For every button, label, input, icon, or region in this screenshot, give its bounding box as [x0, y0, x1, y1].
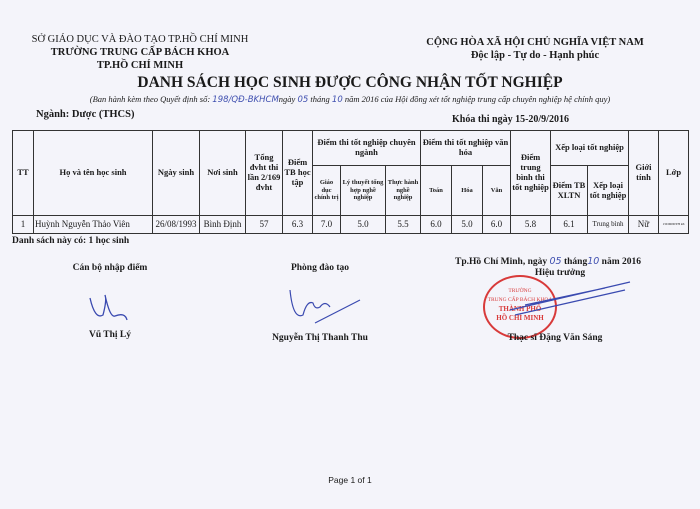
school-name: TRƯỜNG TRUNG CẤP BÁCH KHOA	[50, 47, 230, 58]
decision-number: 198/QĐ-BKHCM	[212, 95, 279, 105]
cell-pob: Bình Định	[199, 215, 246, 234]
cell-politics: 7.0	[312, 215, 341, 234]
date-month: 10	[587, 256, 600, 267]
cell-chem: 5.0	[451, 215, 483, 234]
principal-role: Hiệu trưởng	[534, 268, 586, 278]
date-month-label: tháng	[563, 257, 588, 267]
col-pob: Nơi sinh	[199, 130, 246, 216]
cell-rank: Trung bình	[587, 215, 629, 234]
training-office-role: Phòng đào tạo	[290, 263, 350, 273]
col-lit: Văn	[482, 165, 511, 216]
col-ranking: Xếp loại tốt nghiệp	[550, 130, 629, 166]
page-number: Page 1 of 1	[328, 475, 372, 485]
stamp-line: TRƯỜNG	[508, 288, 532, 294]
date-prefix: Tp.Hồ Chí Minh, ngày	[455, 257, 548, 267]
col-dob: Ngày sinh	[152, 130, 200, 216]
decision-month: 10	[331, 95, 343, 105]
cell-practice: 5.5	[385, 215, 421, 234]
date-line: Tp.Hồ Chí Minh, ngày 05 tháng10 năm 2016	[455, 256, 641, 267]
date-day: 05	[549, 256, 562, 267]
col-exam-avg: Điểm trung bình thi tốt nghiệp	[510, 130, 551, 216]
col-politics: Giáo dục chính trị	[312, 165, 341, 216]
month-label: tháng	[310, 94, 330, 104]
cell-name: Huỳnh Nguyễn Thảo Viên	[33, 215, 153, 234]
cell-gpa: 6.3	[282, 215, 313, 234]
decision-suffix: năm 2016 của Hội đồng xét tốt nghiệp tru…	[344, 94, 611, 104]
stamp-line: TRUNG CẤP BÁCH KHOA	[487, 297, 553, 303]
col-theory: Lý thuyết tổng hợp nghề nghiệp	[340, 165, 386, 216]
col-tt: TT	[12, 130, 34, 216]
cell-math: 6.0	[420, 215, 452, 234]
decision-day: 05	[297, 95, 309, 105]
date-year: năm 2016	[601, 257, 641, 267]
cell-tt: 1	[12, 215, 34, 234]
col-gender: Giới tính	[628, 130, 659, 216]
col-rank: Xếp loại tốt nghiệp	[587, 165, 629, 216]
day-label: ngày	[278, 94, 296, 104]
exam-period: Khóa thi ngày 15-20/9/2016	[452, 114, 569, 125]
city-name: TP.HỒ CHÍ MINH	[96, 60, 184, 71]
training-office-name: Nguyễn Thị Thanh Thu	[272, 333, 368, 343]
decision-line: (Ban hành kèm theo Quyết định số: 198/QĐ…	[0, 94, 700, 105]
cell-class: 15DD0DTH k6	[658, 215, 689, 234]
cell-xltn: 6.1	[550, 215, 588, 234]
col-practice: Thực hành nghề nghiệp	[385, 165, 421, 216]
col-chem: Hóa	[451, 165, 483, 216]
page-title: DANH SÁCH HỌC SINH ĐƯỢC CÔNG NHẬN TỐT NG…	[137, 74, 563, 91]
signature-entry-officer	[89, 294, 128, 321]
entry-officer-role: Cán bộ nhập điểm	[72, 263, 148, 273]
cell-dob: 26/08/1993	[152, 215, 200, 234]
cell-theory: 5.0	[340, 215, 386, 234]
decision-prefix: (Ban hành kèm theo Quyết định số:	[89, 94, 211, 104]
col-class: Lớp	[658, 130, 689, 216]
major: Ngành: Dược (THCS)	[36, 109, 135, 120]
school-stamp: TRƯỜNG TRUNG CẤP BÁCH KHOA THÀNH PHỐ HỒ …	[483, 275, 557, 339]
col-credits: Tổng đvht thi lần 2/169 đvht	[245, 130, 283, 216]
col-gpa: Điểm TB học tập	[282, 130, 313, 216]
stamp-line: THÀNH PHỐ	[498, 305, 542, 313]
col-name: Họ và tên học sinh	[33, 130, 153, 216]
cell-credits: 57	[245, 215, 283, 234]
summary: Danh sách này có: 1 học sinh	[12, 236, 130, 246]
col-major-exam: Điểm thi tốt nghiệp chuyên ngành	[312, 130, 421, 166]
header-left: SỞ GIÁO DỤC VÀ ĐÀO TẠO TP.HỒ CHÍ MINH TR…	[20, 33, 260, 72]
col-culture-exam: Điểm thi tốt nghiệp văn hóa	[420, 130, 511, 166]
header-right: CỘNG HÒA XÃ HỘI CHỦ NGHĨA VIỆT NAM Độc l…	[410, 36, 660, 62]
cell-exam-avg: 5.8	[510, 215, 551, 234]
signature-training-office	[289, 289, 361, 324]
entry-officer-name: Vũ Thị Lý	[88, 330, 132, 340]
graduates-table: TT Họ và tên học sinh Ngày sinh Nơi sinh…	[12, 130, 689, 234]
signature-principal	[509, 281, 631, 316]
stamp-line: HỒ CHÍ MINH	[496, 314, 544, 322]
department-name: SỞ GIÁO DỤC VÀ ĐÀO TẠO TP.HỒ CHÍ MINH	[31, 34, 249, 45]
principal-name: Thạc sĩ Đặng Văn Sáng	[507, 333, 603, 343]
motto: Độc lập - Tự do - Hạnh phúc	[470, 50, 600, 61]
country-name: CỘNG HÒA XÃ HỘI CHỦ NGHĨA VIỆT NAM	[426, 37, 644, 48]
cell-lit: 6.0	[482, 215, 511, 234]
cell-gender: Nữ	[628, 215, 659, 234]
col-xltn: Điểm TB XLTN	[550, 165, 588, 216]
col-math: Toán	[420, 165, 452, 216]
table-row: 1 Huỳnh Nguyễn Thảo Viên 26/08/1993 Bình…	[12, 215, 689, 234]
